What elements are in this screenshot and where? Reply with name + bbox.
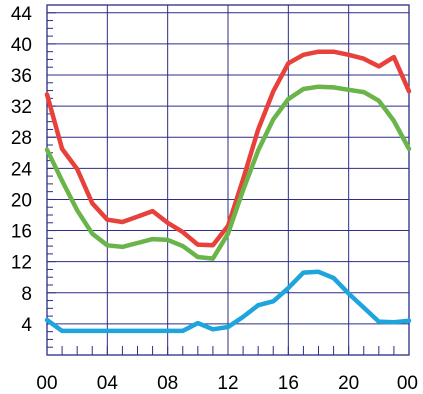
y-tick-label: 12 [11, 253, 32, 274]
y-tick-label: 32 [11, 97, 32, 118]
x-tick-label: 00 [397, 373, 418, 394]
x-tick-label: 20 [338, 373, 359, 394]
y-tick-label: 40 [11, 35, 32, 56]
y-tick-label: 4 [21, 315, 32, 336]
series-line-3 [44, 269, 412, 334]
tick-labels: 4 8 12 16 20 24 28 32 36 40 44 00 04 08 12 16 20 00 [11, 4, 418, 394]
x-tick-label: 04 [97, 373, 119, 394]
x-tick-label: 00 [36, 373, 57, 394]
y-tick-label: 36 [11, 66, 32, 87]
series-lines [44, 49, 412, 334]
axis-ticks [47, 12, 395, 355]
x-tick-label: 12 [217, 373, 238, 394]
y-tick-label: 20 [11, 190, 32, 211]
y-tick-label: 8 [21, 284, 32, 305]
x-tick-label: 08 [157, 373, 178, 394]
series-line-1 [44, 49, 412, 248]
y-tick-label: 16 [11, 222, 32, 243]
y-tick-label: 44 [11, 4, 33, 25]
series-line-2 [44, 84, 412, 261]
x-tick-label: 16 [278, 373, 299, 394]
y-tick-label: 24 [11, 159, 33, 180]
y-tick-label: 28 [11, 128, 32, 149]
